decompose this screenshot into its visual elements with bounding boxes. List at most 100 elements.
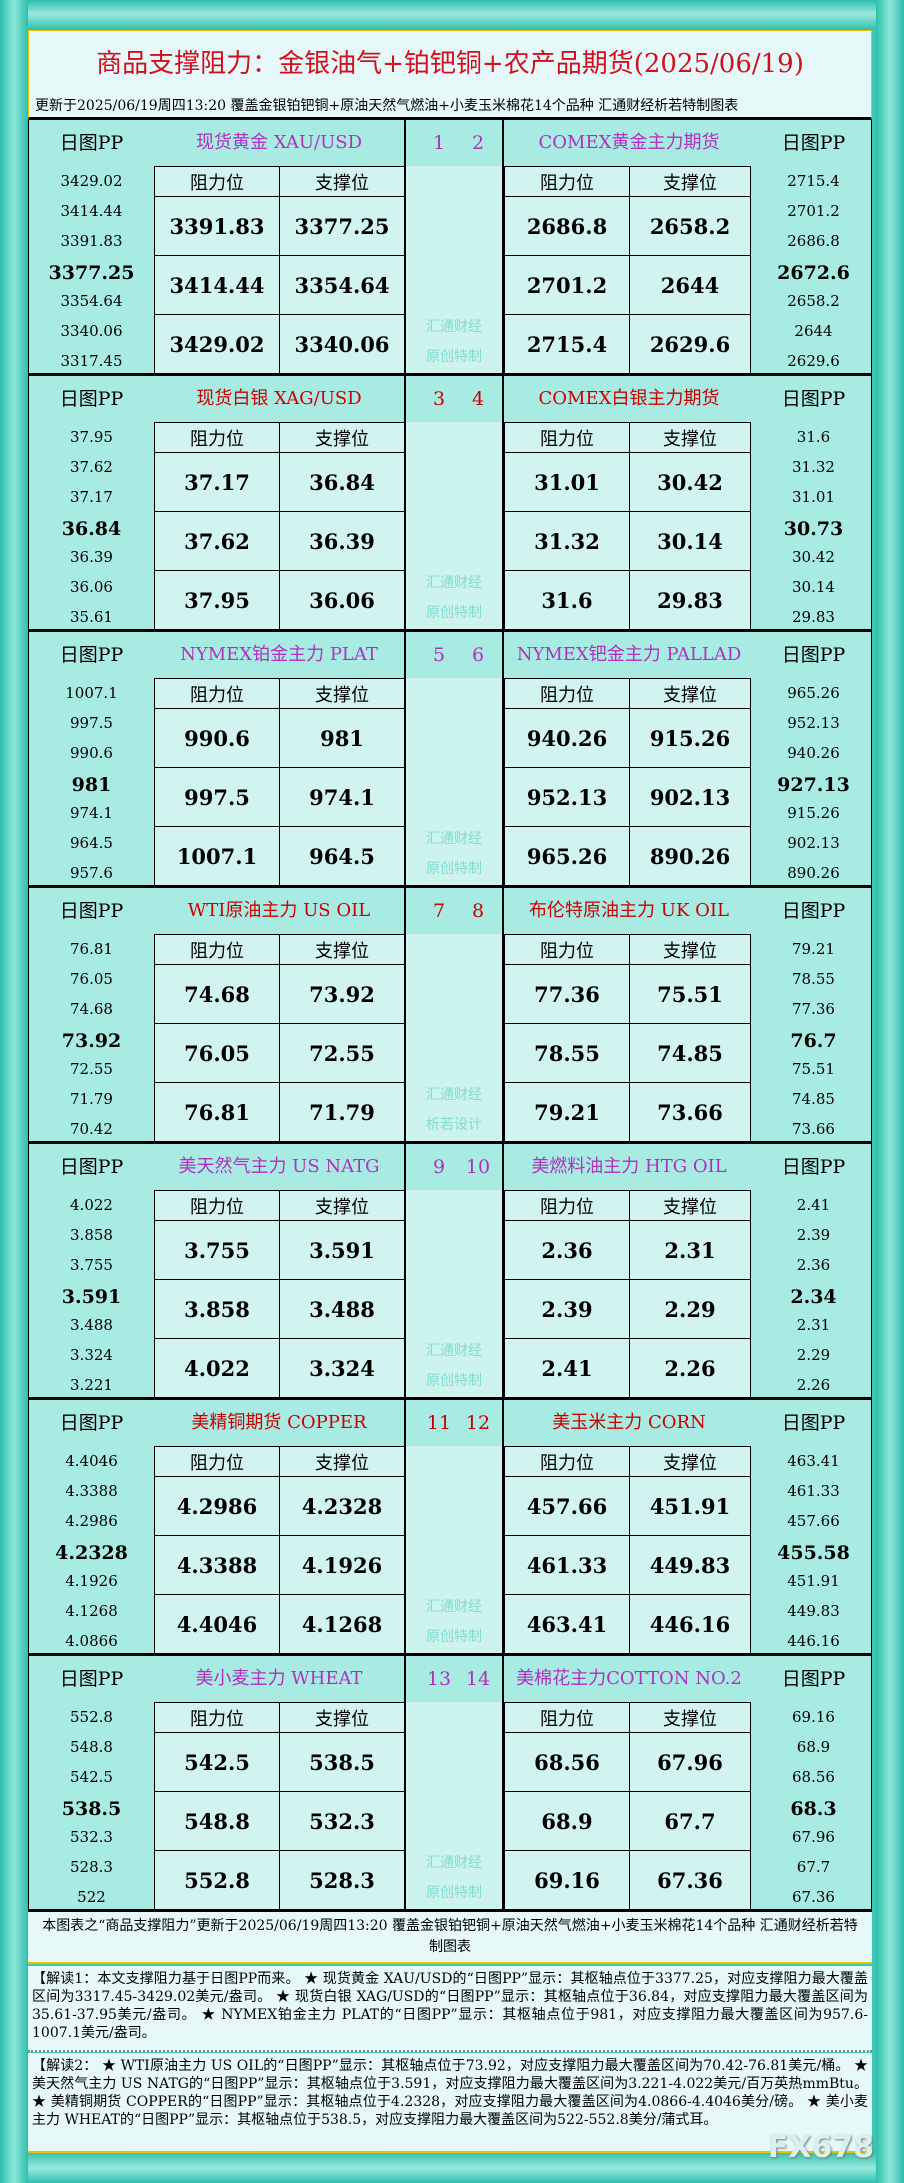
pp-level-value: 1007.1	[65, 684, 118, 702]
pp-level-value: 446.16	[787, 1632, 840, 1650]
watermark-line-2: 原创特制	[426, 349, 482, 365]
support-value: 67.36	[629, 1850, 751, 1910]
watermark-line-1: 汇通财经	[426, 575, 482, 591]
pp-level-value: 3429.02	[60, 172, 123, 190]
support-value: 71.79	[279, 1082, 405, 1142]
support-value: 3354.64	[279, 255, 405, 315]
support-value: 446.16	[629, 1594, 751, 1654]
commodity-name: 美燃料油主力 HTG OIL	[531, 1156, 727, 1177]
pivot-point-value: 455.58	[777, 1542, 850, 1564]
middle-header	[406, 376, 502, 422]
commodity-number-left: 1	[432, 132, 446, 154]
pp-header: 日图PP	[59, 644, 124, 666]
resistance-value: 78.55	[504, 1023, 630, 1083]
pp-level-value: 30.42	[792, 548, 835, 566]
commodity-number-left: 11	[426, 1412, 452, 1434]
support-value: 2.26	[629, 1338, 751, 1398]
commodity-number-right: 6	[471, 644, 485, 666]
support-value: 538.5	[279, 1732, 405, 1792]
middle-header	[406, 1400, 502, 1446]
pp-header: 日图PP	[781, 900, 846, 922]
support-value: 4.1926	[279, 1535, 405, 1595]
watermark-line-2: 原创特制	[426, 605, 482, 621]
support-value: 902.13	[629, 767, 751, 827]
pp-level-value: 2.41	[796, 1196, 831, 1214]
pp-level-value: 72.55	[70, 1060, 113, 1078]
support-value: 3.488	[279, 1279, 405, 1339]
middle-column: 7 8 汇通财经 析若设计	[404, 888, 504, 1141]
pp-level-value: 29.83	[792, 608, 835, 626]
pp-level-value: 449.83	[787, 1602, 840, 1620]
support-value: 73.66	[629, 1082, 751, 1142]
pp-level-value: 35.61	[70, 608, 113, 626]
resistance-value: 2701.2	[504, 255, 630, 315]
pp-header: 日图PP	[781, 132, 846, 154]
support-value: 3.324	[279, 1338, 405, 1398]
pp-level-value: 2701.2	[787, 202, 840, 220]
pp-level-value: 67.7	[796, 1858, 831, 1876]
pp-header: 日图PP	[59, 388, 124, 410]
middle-header	[406, 888, 502, 934]
pp-level-value: 974.1	[70, 804, 113, 822]
support-value: 451.91	[629, 1476, 751, 1536]
support-value: 30.14	[629, 511, 751, 571]
commodity-number-right: 4	[471, 388, 485, 410]
pp-level-value: 68.56	[792, 1768, 835, 1786]
pp-level-value: 3354.64	[60, 292, 123, 310]
support-header: 支撑位	[279, 1446, 405, 1477]
commodity-name: COMEX白银主力期货	[538, 388, 720, 409]
support-header: 支撑位	[629, 166, 751, 197]
resistance-value: 76.05	[154, 1023, 280, 1083]
pivot-point-value: 4.2328	[55, 1542, 128, 1564]
resistance-value: 990.6	[154, 708, 280, 768]
middle-column: 13 14 汇通财经 原创特制	[404, 1656, 504, 1909]
resistance-value: 2.39	[504, 1279, 630, 1339]
pp-header: 日图PP	[59, 1412, 124, 1434]
pp-level-value: 78.55	[792, 970, 835, 988]
commodity-number-right: 10	[465, 1156, 491, 1178]
commodity-block: 9 10 汇通财经 原创特制 日图PP 美天然气主力 US NATG 阻力位 支撑位 3.755…	[28, 1144, 872, 1400]
commodity-number-left: 3	[432, 388, 446, 410]
watermark-line-1: 汇通财经	[426, 1343, 482, 1359]
pp-level-value: 451.91	[787, 1572, 840, 1590]
support-value: 2644	[629, 255, 751, 315]
pp-header: 日图PP	[781, 1668, 846, 1690]
resistance-value: 31.32	[504, 511, 630, 571]
resistance-value: 74.68	[154, 964, 280, 1024]
resistance-value: 68.9	[504, 1791, 630, 1851]
pp-level-value: 965.26	[787, 684, 840, 702]
pivot-point-value: 76.7	[790, 1030, 837, 1052]
resistance-value: 31.01	[504, 452, 630, 512]
pp-header: 日图PP	[59, 132, 124, 154]
pp-level-value: 957.6	[70, 864, 113, 882]
resistance-value: 3.858	[154, 1279, 280, 1339]
commodity-name: COMEX黄金主力期货	[538, 132, 720, 153]
footer-note: 本图表之“商品支撑阻力”更新于2025/06/19周四13:20 覆盖金银铂钯铜…	[28, 1912, 872, 1964]
support-header: 支撑位	[629, 934, 751, 965]
commodity-number-right: 2	[471, 132, 485, 154]
middle-header	[406, 632, 502, 678]
resistance-value: 2.41	[504, 1338, 630, 1398]
pp-level-value: 461.33	[787, 1482, 840, 1500]
pp-level-value: 997.5	[70, 714, 113, 732]
pp-level-value: 463.41	[787, 1452, 840, 1470]
resistance-header: 阻力位	[504, 1702, 630, 1733]
resistance-value: 37.17	[154, 452, 280, 512]
pp-level-value: 79.21	[792, 940, 835, 958]
resistance-value: 68.56	[504, 1732, 630, 1792]
page-subtitle: 更新于2025/06/19周四13:20 覆盖金银铂钯铜+原油天然气燃油+小麦玉…	[35, 98, 739, 114]
pp-level-value: 3340.06	[60, 322, 123, 340]
support-header: 支撑位	[279, 934, 405, 965]
commodity-block: 13 14 汇通财经 原创特制 日图PP 美小麦主力 WHEAT 阻力位 支撑位 542.5 53…	[28, 1656, 872, 1912]
watermark-line-2: 析若设计	[426, 1117, 482, 1133]
resistance-value: 79.21	[504, 1082, 630, 1142]
support-value: 4.1268	[279, 1594, 405, 1654]
resistance-value: 4.022	[154, 1338, 280, 1398]
resistance-value: 952.13	[504, 767, 630, 827]
pp-level-value: 36.06	[70, 578, 113, 596]
resistance-value: 37.62	[154, 511, 280, 571]
middle-column: 5 6 汇通财经 原创特制	[404, 632, 504, 885]
support-header: 支撑位	[279, 1702, 405, 1733]
pp-header: 日图PP	[781, 1156, 846, 1178]
pp-level-value: 548.8	[70, 1738, 113, 1756]
